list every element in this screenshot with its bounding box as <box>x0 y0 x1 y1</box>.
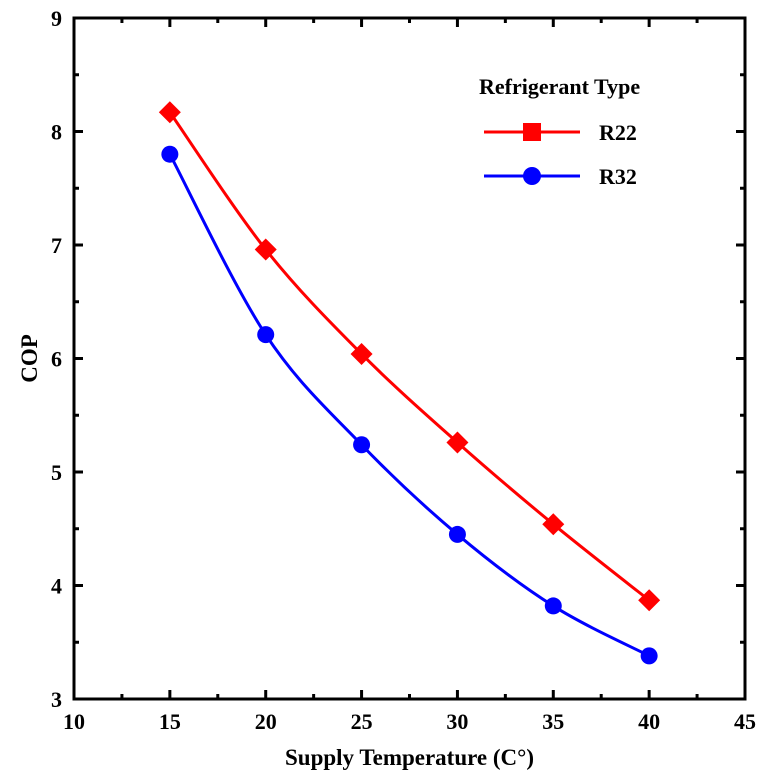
y-tick-label: 4 <box>51 574 62 599</box>
x-tick-label: 25 <box>351 709 373 734</box>
data-point-r22 <box>350 342 373 365</box>
legend-label: R32 <box>599 164 637 189</box>
series-line-r22 <box>168 111 651 602</box>
x-axis-title: Supply Temperature (C°) <box>285 745 534 770</box>
x-tick-label: 15 <box>159 709 181 734</box>
y-tick-label: 6 <box>51 347 62 372</box>
y-tick-label: 9 <box>51 6 62 31</box>
y-tick-label: 7 <box>51 233 62 258</box>
data-point-r32 <box>448 525 466 543</box>
series-layer <box>158 101 661 665</box>
data-point-r22 <box>638 589 661 612</box>
x-tick-label: 20 <box>255 709 277 734</box>
x-tick-label: 30 <box>446 709 468 734</box>
data-point-r32 <box>544 597 562 615</box>
y-tick-label: 5 <box>51 460 62 485</box>
series-line-r32 <box>168 153 650 658</box>
legend-label: R22 <box>599 120 637 145</box>
data-point-r32 <box>640 647 658 665</box>
x-tick-label: 10 <box>63 709 85 734</box>
legend-marker <box>523 123 541 141</box>
x-tick-label: 45 <box>734 709 756 734</box>
y-tick-label: 8 <box>51 120 62 145</box>
data-point-r22 <box>446 431 469 454</box>
x-tick-label: 40 <box>638 709 660 734</box>
legend: Refrigerant Type R22 R32 <box>479 74 640 189</box>
data-point-r22 <box>542 513 565 536</box>
data-point-r32 <box>161 145 179 163</box>
series-r32 <box>161 145 658 665</box>
y-tick-label: 3 <box>51 687 62 712</box>
legend-item-r32: R32 <box>484 164 637 189</box>
y-axis-title: COP <box>17 334 42 383</box>
data-point-r32 <box>257 326 275 344</box>
x-tick-label: 35 <box>542 709 564 734</box>
data-point-r22 <box>254 238 277 261</box>
legend-item-r22: R22 <box>484 120 637 145</box>
series-r22 <box>158 101 661 612</box>
data-point-r22 <box>158 101 181 124</box>
data-point-r32 <box>353 436 371 454</box>
legend-title: Refrigerant Type <box>479 74 640 99</box>
legend-marker <box>523 167 541 185</box>
